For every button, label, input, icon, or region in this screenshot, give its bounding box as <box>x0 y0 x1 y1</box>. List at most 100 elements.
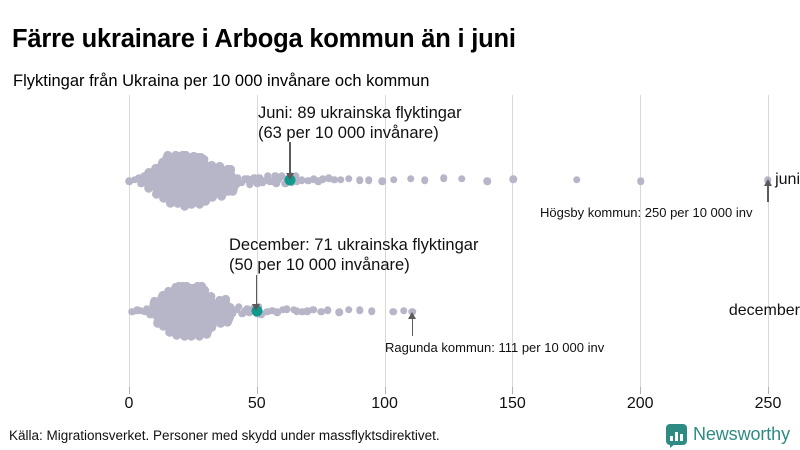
dot <box>390 175 398 184</box>
tick-label-250: 250 <box>754 395 782 412</box>
tick-mark-0 <box>129 387 130 394</box>
dot <box>368 307 376 315</box>
dot <box>125 177 133 185</box>
dot <box>291 172 300 181</box>
category-label-juni: juni <box>775 171 800 188</box>
annotation-juni-line2: (63 per 10 000 invånare) <box>258 124 439 142</box>
category-label-december: december <box>728 302 800 319</box>
dot <box>364 176 373 185</box>
dot <box>264 172 272 180</box>
tick-mark-100 <box>384 387 386 394</box>
tick-mark-250 <box>768 387 769 394</box>
gridline-200 <box>640 95 642 387</box>
dot <box>344 175 353 183</box>
dot <box>303 307 312 315</box>
dot <box>400 306 408 315</box>
dot <box>227 303 235 312</box>
dot <box>314 177 323 185</box>
page-title: Färre ukrainare i Arboga kommun än i jun… <box>12 25 516 54</box>
annotation-ragunda-line <box>412 318 414 336</box>
annotation-december-line <box>256 275 258 305</box>
dot <box>130 175 139 184</box>
bar-chart-icon <box>665 424 687 448</box>
dot <box>378 177 387 185</box>
logo-tail <box>669 444 675 448</box>
dot <box>335 308 344 317</box>
dot <box>257 310 266 319</box>
highlight-dot-december[interactable] <box>251 305 263 317</box>
dot <box>260 177 268 185</box>
dot <box>137 306 145 315</box>
dot <box>268 306 277 315</box>
dot <box>309 306 317 314</box>
annotation-juni-line1: Juni: 89 ukrainska flyktingar <box>258 104 462 122</box>
dot <box>142 305 151 314</box>
tick-label-150: 150 <box>499 395 526 412</box>
dot <box>229 309 237 318</box>
newsworthy-logo: Newsworthy <box>665 424 790 448</box>
dot <box>273 308 281 316</box>
annotation-ragunda: Ragunda kommun: 111 per 10 000 inv <box>385 340 605 355</box>
dot <box>234 303 243 311</box>
tick-label-50: 50 <box>247 395 266 412</box>
dot <box>277 172 286 181</box>
dot <box>572 175 581 184</box>
dot <box>263 307 272 316</box>
logo-bar-3 <box>679 434 683 441</box>
dot <box>134 174 143 183</box>
dot <box>389 308 397 316</box>
highlight-dot-juni[interactable] <box>284 174 296 186</box>
brand-name: Newsworthy <box>692 424 790 444</box>
dot <box>298 307 307 316</box>
dot <box>237 179 246 187</box>
dot <box>133 306 141 314</box>
annotation-hogsby: Högsby kommun: 250 per 10 000 inv <box>540 205 753 220</box>
gridline-50 <box>256 95 258 387</box>
source-note: Källa: Migrationsverket. Personer med sk… <box>9 428 440 443</box>
annotation-juni-line <box>289 142 291 174</box>
dot <box>509 175 518 184</box>
dot <box>304 177 313 185</box>
dot <box>283 305 291 314</box>
tick-label-0: 0 <box>124 395 134 412</box>
dot <box>356 176 364 184</box>
dot <box>406 175 415 183</box>
gridline-0 <box>129 95 130 387</box>
dot <box>243 174 252 183</box>
dot <box>255 174 264 182</box>
dot <box>420 176 429 184</box>
logo-bar-1 <box>669 435 673 441</box>
tick-label-200: 200 <box>626 395 654 412</box>
dot <box>250 174 258 182</box>
dot <box>324 306 332 314</box>
annotation-juni-arrowhead <box>285 173 294 180</box>
dot <box>344 306 353 314</box>
annotation-december-line1: December: 71 ukrainska flyktingar <box>229 236 479 254</box>
dot <box>355 306 364 314</box>
tick-mark-150 <box>512 387 514 394</box>
dot <box>271 172 279 180</box>
dot <box>293 307 301 316</box>
dot <box>298 176 306 184</box>
dot <box>272 179 281 187</box>
dot <box>278 306 287 314</box>
dot <box>317 307 326 316</box>
dot <box>309 175 318 184</box>
dot <box>483 177 492 186</box>
dot <box>318 175 327 183</box>
dot <box>324 174 333 183</box>
dot <box>253 179 262 188</box>
dot <box>439 174 448 183</box>
tick-mark-200 <box>640 387 642 394</box>
dot <box>457 175 466 183</box>
dot <box>337 176 345 184</box>
annotation-ragunda-arrowhead <box>408 312 417 319</box>
dot <box>292 177 301 185</box>
dot <box>408 308 416 316</box>
chart-subtitle: Flyktingar från Ukraina per 10 000 invån… <box>13 71 430 90</box>
tick-label-100: 100 <box>371 395 398 412</box>
gridline-100 <box>384 95 386 387</box>
annotation-december-arrowhead <box>252 304 261 311</box>
dot <box>330 176 339 184</box>
